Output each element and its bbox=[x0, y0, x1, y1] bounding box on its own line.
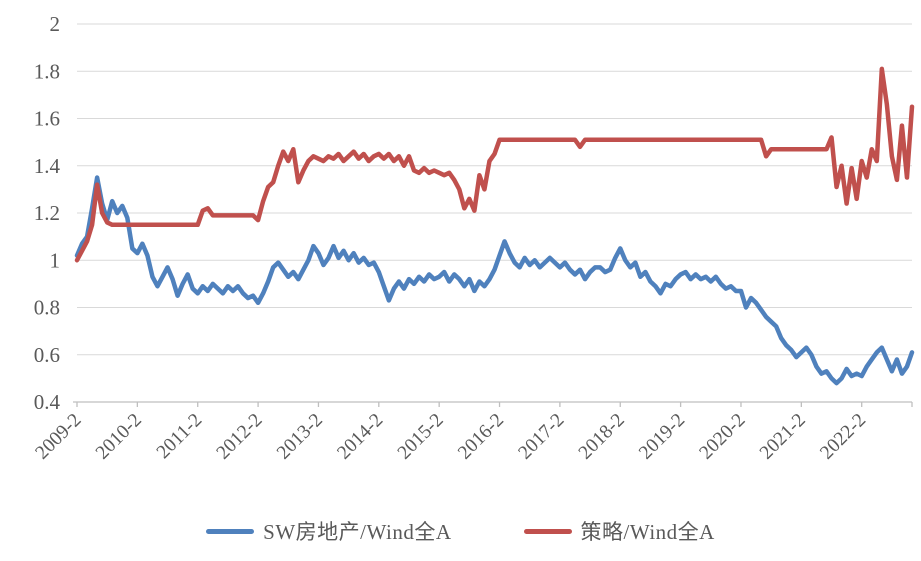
x-tick-label: 2018-2 bbox=[575, 410, 629, 464]
y-tick-label: 2 bbox=[50, 12, 61, 36]
series-line-1 bbox=[74, 66, 915, 263]
y-tick-label: 0.6 bbox=[34, 343, 60, 367]
chart-legend: SW房地产/Wind全A 策略/Wind全A bbox=[0, 508, 921, 554]
x-tick-label: 2010-2 bbox=[92, 410, 146, 464]
y-tick-label: 1.8 bbox=[34, 59, 60, 83]
x-tick-label: 2019-2 bbox=[635, 410, 689, 464]
grid-lines bbox=[77, 23, 912, 356]
x-axis-labels: 2009-2 2010-2 2011-2 2012-2 2013-2 2014-2 2015… bbox=[32, 410, 871, 464]
x-tick-label: 2014-2 bbox=[333, 410, 387, 464]
legend-line-swatch-red bbox=[523, 528, 572, 534]
legend-label-sw-realestate: SW房地产/Wind全A bbox=[263, 520, 452, 544]
x-tick-label: 2020-2 bbox=[696, 410, 750, 464]
legend-label-strategy: 策略/Wind全A bbox=[580, 520, 715, 544]
x-tick-label: 2015-2 bbox=[394, 410, 448, 464]
x-axis bbox=[73, 401, 913, 407]
y-tick-label: 0.8 bbox=[34, 296, 60, 320]
y-tick-label: 1.4 bbox=[34, 154, 61, 178]
series-line-0 bbox=[74, 175, 915, 386]
x-tick-label: 2017-2 bbox=[515, 410, 569, 464]
x-tick-label: 2012-2 bbox=[213, 410, 267, 464]
y-tick-label: 1.6 bbox=[34, 107, 60, 131]
y-tick-label: 1.2 bbox=[34, 201, 60, 225]
legend-item-sw-realestate[interactable]: SW房地产/Wind全A bbox=[206, 516, 451, 546]
x-tick-label: 2021-2 bbox=[756, 410, 810, 464]
x-tick-label: 2022-2 bbox=[816, 410, 870, 464]
y-axis-labels: 0.4 0.6 0.8 1 1.2 1.4 1.6 1.8 2 bbox=[34, 12, 61, 414]
x-tick-label: 2009-2 bbox=[32, 410, 86, 464]
plot-area: 0.4 0.6 0.8 1 1.2 1.4 1.6 1.8 2 2009-2 2010-2 2011-… bbox=[32, 12, 915, 464]
x-tick-label: 2016-2 bbox=[454, 410, 508, 464]
legend-line-swatch-blue bbox=[206, 528, 255, 534]
y-tick-label: 1 bbox=[50, 248, 61, 272]
x-tick-label: 2013-2 bbox=[273, 410, 327, 464]
x-tick-label: 2011-2 bbox=[153, 410, 206, 463]
y-tick-label: 0.4 bbox=[34, 390, 61, 414]
legend-item-strategy[interactable]: 策略/Wind全A bbox=[523, 516, 715, 546]
